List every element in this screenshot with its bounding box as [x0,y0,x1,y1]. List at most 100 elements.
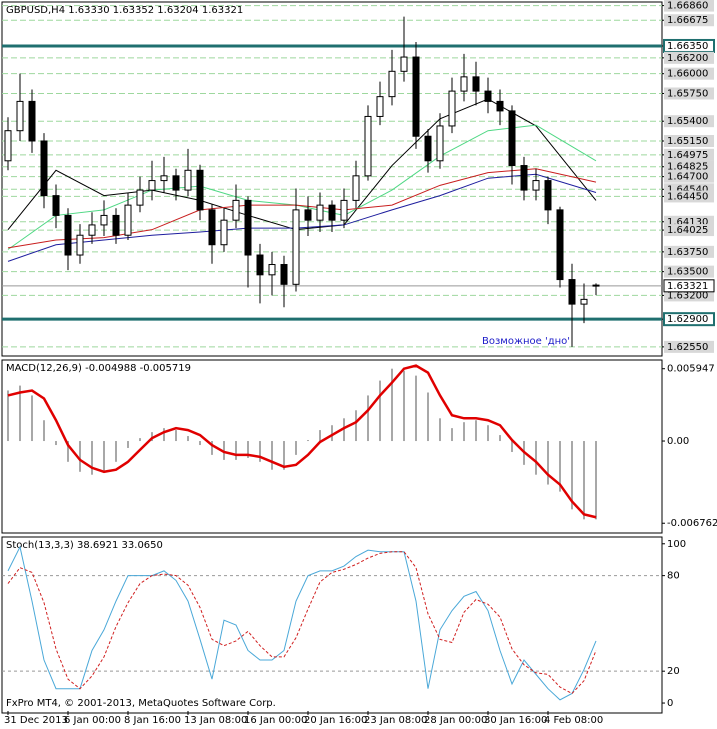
y-tick-label: 1.62900 [667,314,708,325]
label-box [664,14,714,27]
histogram-bar [571,441,573,510]
y-tick-label: 1.64975 [667,150,708,161]
candle-body [388,70,396,98]
histogram-bar [223,441,225,460]
label-box [664,289,714,302]
candle-body [244,199,252,256]
y-tick-label: 1.65150 [667,136,708,147]
y-tick-label: 1.64700 [667,172,708,183]
candle-body [112,214,120,236]
candle-body [64,214,72,256]
candle-body [532,180,540,191]
panel-frame [1,359,663,534]
histogram-bar [391,368,393,442]
histogram-bar [31,395,33,442]
candle-body [100,214,108,226]
candle-body [184,169,192,191]
y-tick-label: 1.66000 [667,69,708,80]
histogram-bar [499,435,501,442]
histogram-bar [379,380,381,442]
candle-body [28,100,36,142]
footnote: FxPro MT4, © 2001-2013, MetaQuotes Softw… [6,698,276,709]
candle-body [256,254,264,276]
histogram-bar [547,441,549,485]
histogram-bar [367,395,369,442]
candle-body [496,100,504,112]
label-box [664,87,714,100]
histogram-bar [319,430,321,442]
y-tick-label: 1.65400 [667,116,708,127]
histogram-bar [595,441,597,520]
y-tick-label: 1.66860 [667,1,708,12]
y-tick-label: 1.64540 [667,184,708,195]
y-tick-label: 1.66675 [667,15,708,26]
histogram-bar [199,441,201,446]
candle-body [364,115,372,177]
histogram-bar [187,436,189,442]
signal-line [7,364,597,519]
histogram-bar [331,425,333,442]
y-tick-label: 1.63750 [667,247,708,258]
candle-body [220,219,228,246]
x-tick-label: 20 Jan 16:00 [304,715,367,726]
histogram-bar [67,441,69,462]
candle-body [88,224,96,236]
x-tick-label: 23 Jan 08:00 [364,715,427,726]
histogram-bar [91,441,93,475]
label-box [664,160,714,173]
histogram-bar [283,441,285,470]
x-tick-label: 6 Jan 00:00 [64,715,121,726]
candle-body [352,175,360,201]
candle-body [208,209,216,246]
candle-body [304,209,312,221]
label-box [664,0,714,12]
label-box [664,224,714,237]
label-box [664,148,714,161]
histogram-bar [115,441,117,462]
candle-body [376,96,384,117]
candle-body [196,169,204,211]
candle-body [484,90,492,102]
y-tick-label: 1.66200 [667,53,708,64]
label-box [664,67,714,80]
x-tick-label: 13 Jan 08:00 [184,715,247,726]
candle-body [592,284,600,287]
candle-body [136,189,144,206]
histogram-bar [295,441,297,455]
indicator-line [7,551,597,695]
histogram-bar [463,422,465,442]
candle-body [172,175,180,191]
histogram-bar [247,441,249,458]
label-box [663,312,715,327]
last-price-label: 1.63321 [667,281,708,292]
y-tick-label: -0.006762 [667,518,717,529]
annotation: Возможное 'дно' [482,336,570,347]
y-tick-label: 1.64450 [667,191,708,202]
candle-body [292,209,300,285]
y-tick-label: 0.00 [667,436,689,447]
y-tick-label: 1.66350 [667,41,708,52]
y-tick-label: 1.64825 [667,162,708,173]
candle-body [328,204,336,221]
histogram-bar [175,430,177,442]
histogram-bar [19,385,21,442]
x-tick-label: 16 Jan 00:00 [244,715,307,726]
histogram-bar [103,441,105,472]
candle-body [472,76,480,92]
label-box [664,190,714,203]
histogram-bar [163,428,165,442]
histogram-bar [43,420,45,442]
histogram-bar [451,428,453,442]
y-tick-label: 20 [667,666,680,677]
candle-body [508,110,516,167]
candle-body [52,195,60,216]
candle-body [160,175,168,182]
histogram-bar [127,441,129,448]
moving-average [7,168,597,249]
panel-title: MACD(12,26,9) -0.004988 -0.005719 [6,363,191,374]
candle-body [40,140,48,197]
label-box [664,170,714,183]
histogram-bar [415,375,417,442]
histogram-bar [259,441,261,462]
